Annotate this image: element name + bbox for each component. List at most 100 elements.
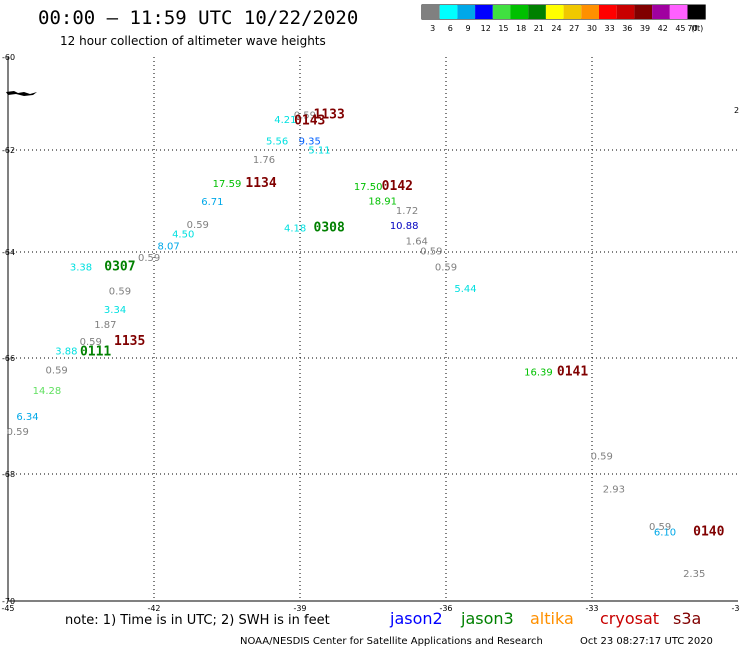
pass-time-label: 0143 [294, 113, 325, 128]
map-frame [7, 57, 738, 602]
wave-height-value: 0.59 [109, 286, 131, 297]
wave-height-value: 5.56 [266, 136, 288, 147]
pass-time-label: 1135 [114, 334, 145, 349]
lat-tick-label: -68 [2, 470, 15, 479]
legend-bin-label: 24 [551, 24, 561, 33]
wave-height-value: 6.34 [16, 412, 38, 423]
legend-bin-label: 30 [587, 24, 597, 33]
satellite-legend: jason2 jason3 altika cryosat s3a [389, 609, 701, 628]
satellite-name-s3a: s3a [673, 609, 701, 628]
wave-height-value: 18.91 [368, 197, 397, 208]
legend-bin-label: 70 [687, 24, 697, 33]
legend-bin-label: 21 [534, 24, 544, 33]
lat-tick-label: -62 [2, 146, 15, 155]
lat-tick-label: -60 [2, 53, 15, 62]
legend-swatch [563, 5, 582, 19]
lon-tick-label: -36 [439, 604, 452, 613]
pass-time-label: 0111 [80, 344, 111, 359]
legend-swatch [439, 5, 458, 19]
satellite-name-cryosat: cryosat [600, 609, 659, 628]
wave-height-value: 3.88 [55, 346, 77, 357]
wave-height-value: 4.50 [172, 230, 194, 241]
wave-height-value: 17.50 [354, 182, 383, 193]
legend-bin-label: 18 [516, 24, 526, 33]
wave-height-value: 1.72 [396, 206, 418, 217]
wave-height-value: 0.59 [7, 427, 29, 438]
pass-time-label: 0142 [382, 179, 413, 194]
wave-height-value: 0.59 [420, 247, 442, 258]
legend-bin-label: 45 [675, 24, 685, 33]
wave-height-value: 17.59 [213, 179, 242, 190]
wave-height-value: 4.21 [274, 115, 296, 126]
legend-swatch [669, 5, 688, 19]
satellite-name-jason3: jason3 [460, 609, 514, 628]
lat-tick-label: -64 [2, 248, 15, 257]
lon-tick-label: -30 [731, 604, 740, 613]
legend-bin-label: 3 [430, 24, 435, 33]
graticule [8, 57, 738, 601]
legend-bin-label: 15 [498, 24, 508, 33]
wave-height-value: 16.39 [524, 367, 553, 378]
wave-height-value: 1.76 [253, 155, 275, 166]
wave-height-value: 3.34 [104, 305, 126, 316]
wave-height-value: 9.35 [299, 136, 321, 147]
lon-tick-label: -33 [585, 604, 598, 613]
island-coastline [6, 91, 37, 96]
wave-height-value: 4.18 [284, 224, 306, 235]
map-subtitle: 12 hour collection of altimeter wave hei… [60, 34, 326, 48]
legend-bin-label: 42 [658, 24, 668, 33]
footer-credit: NOAA/NESDIS Center for Satellite Applica… [240, 636, 543, 647]
wave-height-value: 0.59 [187, 220, 209, 231]
legend-bin-label: 33 [605, 24, 615, 33]
pass-time-label: 1134 [245, 176, 276, 191]
wave-height-value: 0.59 [138, 253, 160, 264]
wave-height-value: 0.59 [294, 110, 316, 121]
footer-note: note: 1) Time is in UTC; 2) SWH is in fe… [65, 613, 330, 628]
lon-tick-label: -42 [147, 604, 160, 613]
wave-height-value: 2.93 [603, 484, 625, 495]
footer-timestamp: Oct 23 08:27:17 UTC 2020 [580, 636, 713, 647]
wave-height-value: 1.87 [94, 320, 116, 331]
legend-swatch [528, 5, 546, 19]
wave-height-value: 8.07 [157, 241, 179, 252]
legend-swatch [475, 5, 493, 19]
wave-height-value: 14.28 [33, 386, 62, 397]
legend-swatch [652, 5, 670, 19]
wave-height-value: 3.38 [70, 263, 92, 274]
wave-height-value: 0.59 [649, 522, 671, 533]
legend-swatch [492, 5, 511, 19]
lon-tick-label: -39 [293, 604, 306, 613]
pass-time-label: 0141 [557, 364, 588, 379]
wave-height-value: 1.64 [406, 236, 428, 247]
wave-height-value: 0.59 [80, 337, 102, 348]
pass-time-label: 0308 [314, 221, 345, 236]
satellite-name-jason2: jason2 [389, 609, 443, 628]
wave-height-value: 10.88 [390, 221, 419, 232]
legend-bin-label: 27 [569, 24, 579, 33]
wave-height-value: 2.35 [683, 569, 705, 580]
legend-bin-label: 36 [622, 24, 632, 33]
map-title: 00:00 – 11:59 UTC 10/22/2020 [38, 7, 358, 29]
legend-swatch [545, 5, 564, 19]
legend-unit-label: (ft) [691, 24, 703, 33]
wave-height-value: 0.59 [435, 263, 457, 274]
legend-swatch [687, 5, 706, 19]
pass-time-label: 0307 [104, 260, 135, 275]
wave-height-value: 5.44 [454, 284, 476, 295]
legend-bin-label: 9 [465, 24, 470, 33]
satellite-name-altika: altika [530, 609, 574, 628]
legend-bin-label: 6 [448, 24, 453, 33]
legend-bin-label: 39 [640, 24, 650, 33]
wave-height-value: 5.11 [308, 146, 330, 157]
wave-height-value: 0.59 [46, 366, 68, 377]
legend-swatch [616, 5, 635, 19]
legend-swatch [599, 5, 617, 19]
legend-swatch [581, 5, 599, 19]
color-legend: 3 6 9 12 15 18 21 24 27 30 33 36 39 42 45 70(ft) [421, 4, 706, 33]
axis-ticks: -45 -42 -39 -36 -33 -30 -60 -62 -64 -66 -68 -70 [1, 53, 740, 613]
legend-swatch [510, 5, 529, 19]
wave-height-value: 6.10 [654, 528, 676, 539]
